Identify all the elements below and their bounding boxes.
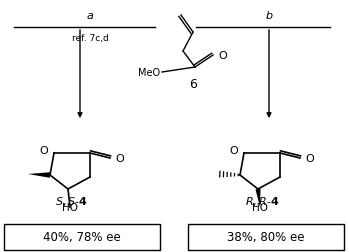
Text: 40%, 78% ee: 40%, 78% ee	[43, 231, 121, 243]
Text: O: O	[229, 145, 238, 155]
Bar	[4, 224, 160, 250]
Text: a: a	[87, 11, 94, 21]
Text: O: O	[39, 145, 48, 155]
Text: b: b	[266, 11, 273, 21]
Polygon shape	[255, 189, 260, 207]
Text: ref. 7c,d: ref. 7c,d	[72, 33, 109, 42]
Text: HO: HO	[62, 202, 78, 212]
Text: O: O	[218, 51, 227, 61]
Text: $\mathit{R,R}$-$\mathbf{4}$: $\mathit{R,R}$-$\mathbf{4}$	[245, 195, 279, 208]
Text: 6: 6	[189, 78, 197, 91]
Text: MeO: MeO	[138, 68, 160, 78]
Text: 38%, 80% ee: 38%, 80% ee	[227, 231, 305, 243]
Text: O: O	[305, 153, 314, 163]
Text: HO: HO	[252, 202, 268, 212]
Text: $\mathit{S,S}$-$\mathbf{4}$: $\mathit{S,S}$-$\mathbf{4}$	[55, 195, 89, 208]
Polygon shape	[28, 173, 50, 178]
Bar	[188, 224, 344, 250]
Text: O: O	[115, 153, 124, 163]
